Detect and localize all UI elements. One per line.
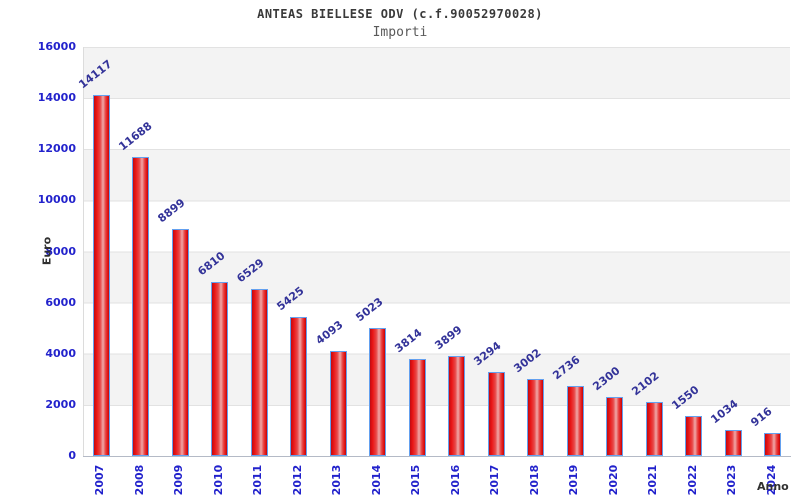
value-label-2021: 2102 <box>629 369 662 399</box>
bar-2020 <box>606 397 623 456</box>
value-label-2024: 916 <box>747 404 774 429</box>
y-tick-12000: 12000 <box>37 142 76 156</box>
x-tick-2015: 2015 <box>409 464 422 496</box>
x-tick-2023: 2023 <box>725 464 738 496</box>
bar-2015 <box>408 358 426 456</box>
y-tick-8000: 8000 <box>45 244 76 258</box>
bar-2007 <box>92 95 110 456</box>
x-tick-2016: 2016 <box>448 464 462 496</box>
x-tick-2012: 2012 <box>290 464 304 496</box>
y-axis-title: Euro <box>40 236 54 266</box>
value-label-2015: 3814 <box>392 325 425 355</box>
bar-2018 <box>527 379 544 456</box>
value-label-2018: 3002 <box>510 346 544 376</box>
chart-title: ANTEAS BIELLESE ODV (c.f.90052970028) <box>257 7 543 21</box>
value-label-2012: 5425 <box>273 284 307 314</box>
x-tick-2008: 2008 <box>132 464 146 496</box>
y-tick-16000: 16000 <box>37 40 76 53</box>
x-tick-2011: 2011 <box>251 464 264 496</box>
chart-subtitle: Importi <box>372 25 428 40</box>
y-tick-0: 0 <box>68 449 76 462</box>
x-tick-2009: 2009 <box>172 464 185 496</box>
value-label-2007: 14117 <box>76 57 115 92</box>
bar-2008 <box>132 157 149 456</box>
y-tick-4000: 4000 <box>45 346 76 360</box>
value-label-2023: 1034 <box>708 396 741 426</box>
bar-2013 <box>329 351 347 456</box>
bar-2019 <box>566 386 584 456</box>
bar-2016 <box>448 356 465 456</box>
bar-2024 <box>764 432 781 456</box>
bar-2012 <box>290 317 307 456</box>
x-axis-title: Anno <box>757 480 789 493</box>
value-label-2017: 3294 <box>471 338 504 369</box>
x-tick-2014: 2014 <box>369 464 383 496</box>
value-label-2019: 2736 <box>550 353 583 383</box>
bar-2009 <box>171 228 189 456</box>
x-tick-2007: 2007 <box>93 464 106 496</box>
value-label-2014: 5023 <box>352 294 386 324</box>
x-tick-2019: 2019 <box>567 464 580 496</box>
bar-2017 <box>487 371 505 456</box>
x-axis-line <box>83 456 791 457</box>
value-label-2008: 11688 <box>115 119 155 154</box>
y-tick-14000: 14000 <box>37 91 76 105</box>
x-tick-2010: 2010 <box>211 464 225 496</box>
y-tick-2000: 2000 <box>45 397 76 411</box>
value-label-2016: 3899 <box>431 323 465 353</box>
value-label-2009: 8899 <box>155 195 188 225</box>
plot-area: 14117 11688 8899 6810 6529 5425 4093 5023 3814 38… <box>76 47 790 456</box>
bar-2021 <box>645 402 663 456</box>
bar-2010 <box>211 281 228 456</box>
bar-2014 <box>369 327 386 456</box>
x-tick-2013: 2013 <box>330 464 343 496</box>
x-tick-2018: 2018 <box>527 464 541 496</box>
bar-2023 <box>724 429 742 456</box>
value-label-2022: 1550 <box>668 383 702 413</box>
y-tick-10000: 10000 <box>37 193 76 207</box>
value-label-2011: 6529 <box>234 256 267 286</box>
bar-2022 <box>685 416 702 456</box>
value-label-2020: 2300 <box>589 364 623 394</box>
x-tick-2020: 2020 <box>606 464 620 496</box>
bar-2011 <box>250 289 268 456</box>
x-tick-2021: 2021 <box>646 464 659 496</box>
x-tick-2022: 2022 <box>685 464 699 496</box>
value-label-2013: 4093 <box>313 318 346 348</box>
value-label-2010: 6810 <box>194 249 228 279</box>
x-tick-2017: 2017 <box>488 464 501 496</box>
y-tick-6000: 6000 <box>45 295 76 309</box>
